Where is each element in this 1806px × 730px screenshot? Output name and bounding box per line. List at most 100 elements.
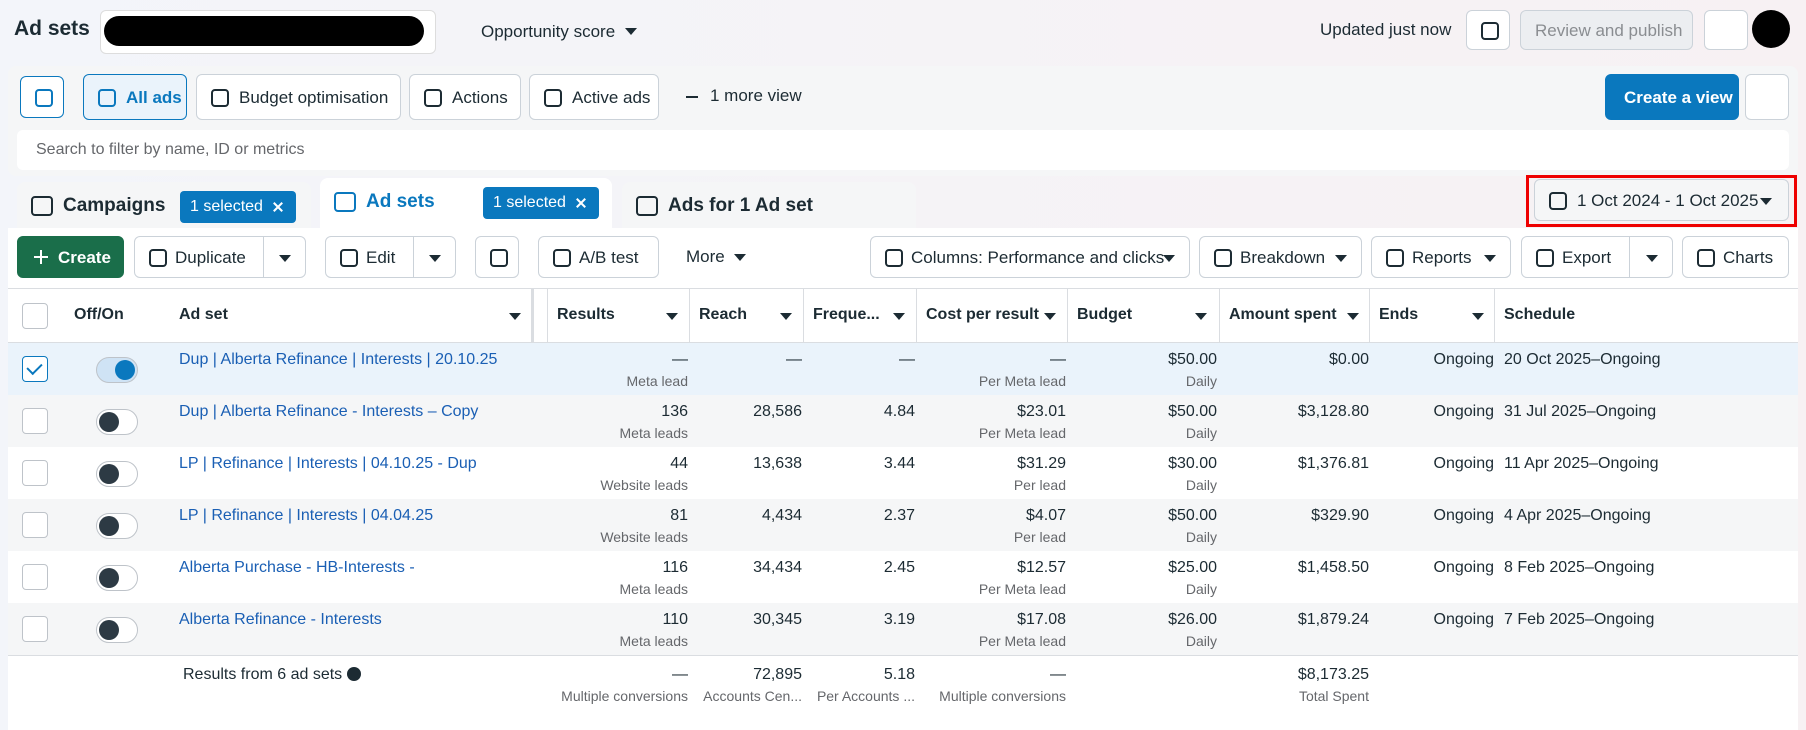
- row-checkbox[interactable]: [22, 408, 48, 434]
- toggle[interactable]: [96, 461, 138, 487]
- date-range-picker[interactable]: 1 Oct 2024 - 1 Oct 2025: [1534, 179, 1789, 221]
- caret: [1646, 255, 1658, 262]
- row-checkbox[interactable]: [22, 616, 48, 642]
- charts-button[interactable]: Charts: [1682, 236, 1789, 278]
- ad-set-name[interactable]: Dup | Alberta Refinance | Interests | 20…: [179, 351, 498, 368]
- selected-badge[interactable]: 1 selected: [483, 187, 599, 219]
- delete-button[interactable]: [475, 236, 519, 278]
- table-row: Dup | Alberta Refinance - Interests – Co…: [8, 395, 1798, 447]
- row-checkbox[interactable]: [22, 512, 48, 538]
- label: Reports: [1412, 248, 1472, 267]
- cell-schedule: 8 Feb 2025–Ongoing: [1504, 559, 1655, 576]
- label: Columns: Performance and clicks: [911, 248, 1165, 267]
- create-view-button[interactable]: Create a view: [1605, 74, 1739, 120]
- cell-budget-sub: Daily: [1185, 425, 1217, 441]
- cell-spent: $329.90: [1311, 507, 1369, 524]
- column-header[interactable]: Reach: [699, 306, 748, 323]
- level-tab[interactable]: Ads for 1 Ad set: [622, 182, 916, 232]
- cell-spent: $0.00: [1328, 351, 1369, 368]
- cell-ends: Ongoing: [1433, 403, 1495, 420]
- column-header[interactable]: Schedule: [1504, 306, 1576, 323]
- column-header[interactable]: Results: [557, 306, 615, 323]
- ad-set-name[interactable]: LP | Refinance | Interests | 04.10.25 - …: [179, 455, 477, 472]
- caret: [1044, 313, 1056, 320]
- column-divider: [1369, 289, 1370, 342]
- search-input[interactable]: Search to filter by name, ID or metrics: [17, 130, 1789, 170]
- more-menu[interactable]: [1704, 10, 1748, 50]
- row-checkbox[interactable]: [22, 564, 48, 590]
- ad-set-name[interactable]: Alberta Purchase - HB-Interests -: [179, 559, 415, 576]
- tab-label: Ad sets: [366, 191, 435, 212]
- more-views[interactable]: 1 more view: [710, 86, 802, 105]
- column-divider: [803, 289, 804, 342]
- toggle[interactable]: [96, 409, 138, 435]
- reports-button[interactable]: Reports: [1371, 236, 1511, 278]
- duplicate-button[interactable]: Duplicate: [134, 236, 306, 278]
- view-tab[interactable]: Budget optimisation: [196, 74, 401, 120]
- table-row: Alberta Purchase - HB-Interests - 116 Meta…: [8, 551, 1798, 603]
- refresh-button[interactable]: [1466, 10, 1510, 50]
- summary-row: Results from 6 ad sets — Multiple conversi…: [8, 655, 1798, 730]
- icon: [1536, 249, 1554, 267]
- review-publish-button[interactable]: Review and publish: [1520, 10, 1693, 50]
- ad-set-name[interactable]: Alberta Refinance - Interests: [179, 611, 382, 628]
- ad-set-name[interactable]: LP | Refinance | Interests | 04.04.25: [179, 507, 434, 524]
- breakdown-button[interactable]: Breakdown: [1199, 236, 1362, 278]
- label: Create: [58, 248, 111, 267]
- cell-results: 81: [670, 507, 688, 524]
- opportunity-score[interactable]: Opportunity score: [481, 22, 616, 41]
- selected-badge[interactable]: 1 selected: [180, 191, 296, 223]
- cell-reach: 34,434: [753, 559, 802, 576]
- caret: [666, 313, 678, 320]
- cell-cost: $4.07: [1025, 507, 1066, 524]
- view-tab[interactable]: All ads: [83, 74, 187, 120]
- caret: [893, 313, 905, 320]
- cell-frequency: 3.19: [883, 611, 915, 628]
- search-button[interactable]: [20, 76, 64, 118]
- export-button[interactable]: Export: [1521, 236, 1673, 278]
- column-header[interactable]: Ad set: [179, 306, 228, 323]
- column-header[interactable]: Cost per result: [926, 306, 1039, 323]
- ad-set-name[interactable]: Dup | Alberta Refinance - Interests – Co…: [179, 403, 479, 420]
- row-checkbox[interactable]: [22, 460, 48, 486]
- cell-ends: Ongoing: [1433, 351, 1495, 368]
- column-divider: [547, 289, 548, 342]
- toggle[interactable]: [96, 617, 138, 643]
- more-actions[interactable]: More: [686, 247, 725, 266]
- cell-results: —: [672, 351, 688, 368]
- ad-sets-table: Off/On Ad set Results Reach Freque... Cost pe…: [8, 288, 1798, 730]
- view-settings[interactable]: [1745, 74, 1789, 120]
- row-checkbox[interactable]: [22, 356, 48, 382]
- cell-schedule: 20 Oct 2025–Ongoing: [1504, 351, 1661, 368]
- column-header[interactable]: Freque...: [813, 306, 880, 323]
- cell-results: 44: [670, 455, 688, 472]
- plus-icon: [686, 96, 698, 98]
- columns-button[interactable]: Columns: Performance and clicks: [870, 236, 1190, 278]
- toggle[interactable]: [96, 513, 138, 539]
- column-header[interactable]: Ends: [1379, 306, 1419, 323]
- cell-schedule: 11 Apr 2025–Ongoing: [1504, 455, 1659, 472]
- label: All ads: [126, 88, 182, 107]
- summary-results-sub: Multiple conversions: [561, 688, 688, 704]
- view-tab[interactable]: Active ads: [529, 74, 659, 120]
- cell-schedule: 7 Feb 2025–Ongoing: [1504, 611, 1655, 628]
- divider: [1629, 237, 1630, 277]
- toggle[interactable]: [96, 357, 138, 383]
- ab-test-button[interactable]: A/B test: [538, 236, 659, 278]
- info-icon: [347, 667, 361, 681]
- view-tab[interactable]: Actions: [409, 74, 521, 120]
- label: Duplicate: [175, 248, 246, 267]
- caret: [279, 255, 291, 262]
- checkbox[interactable]: [22, 303, 48, 329]
- toggle[interactable]: [96, 565, 138, 591]
- column-header[interactable]: Amount spent: [1229, 306, 1337, 323]
- column-header[interactable]: Budget: [1077, 306, 1133, 323]
- edit-button[interactable]: Edit: [325, 236, 456, 278]
- column-header[interactable]: Off/On: [74, 306, 124, 323]
- toggle-knob: [115, 360, 135, 380]
- label: A/B test: [579, 248, 639, 267]
- toggle-knob: [99, 568, 119, 588]
- summary-reach: 72,895: [753, 666, 802, 683]
- caret: [1195, 313, 1207, 320]
- cell-cost-sub: Per lead: [1013, 529, 1066, 545]
